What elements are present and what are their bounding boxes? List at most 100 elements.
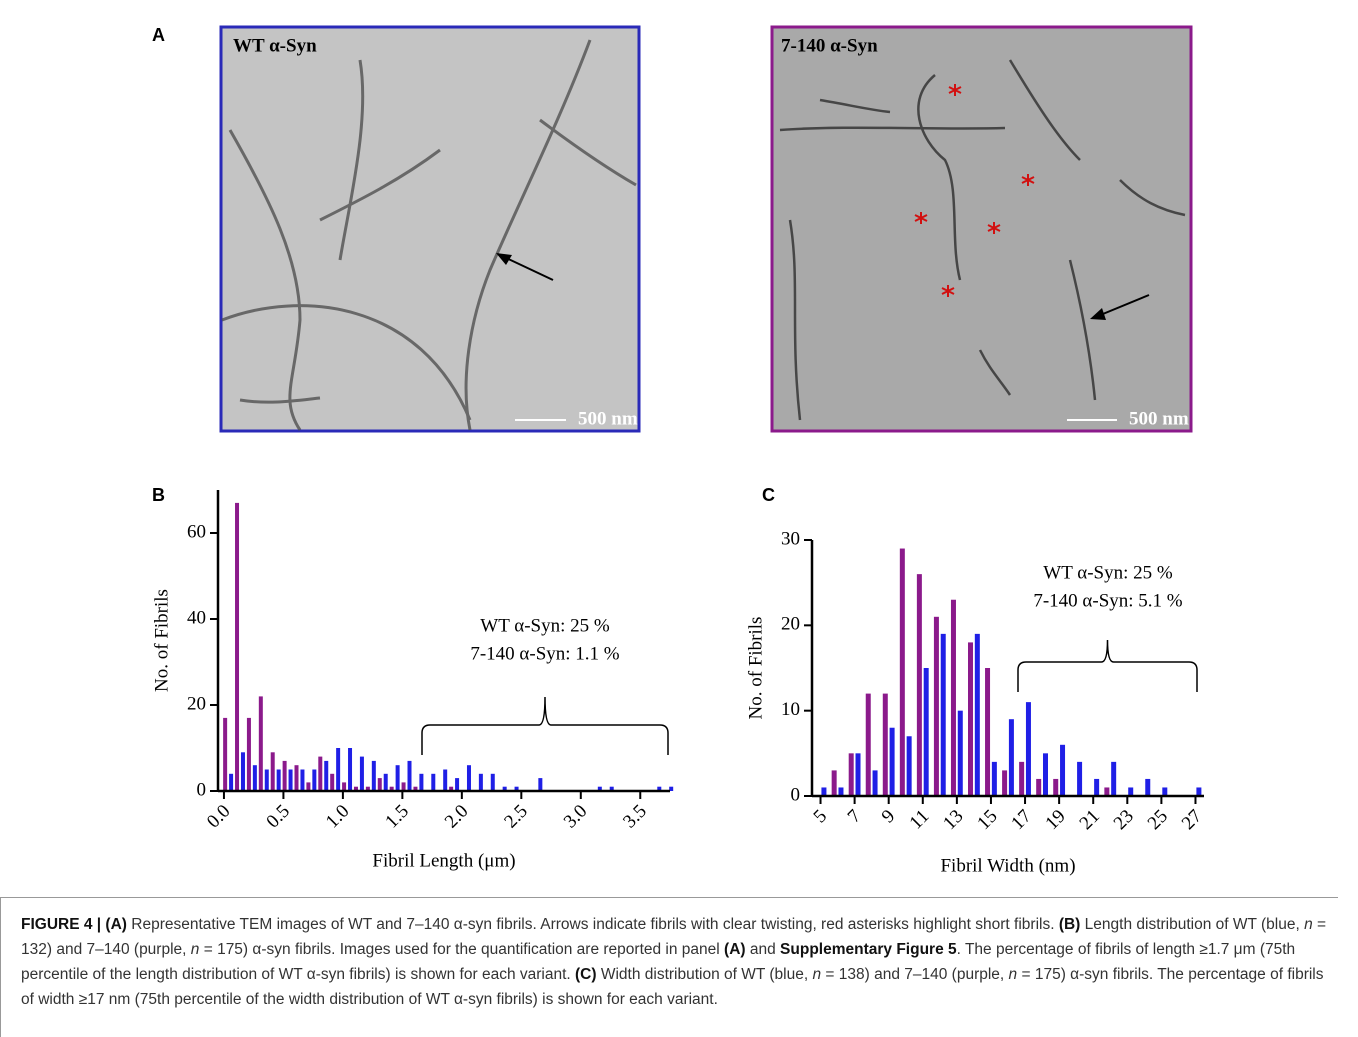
- annotation: WT α-Syn: 25 %: [1043, 562, 1173, 583]
- bar: [991, 761, 997, 796]
- bar: [855, 753, 861, 796]
- x-tick-label: 25: [1144, 806, 1172, 834]
- bar: [933, 616, 939, 796]
- caption-text: = 132) and 7–140 (purple,: [21, 916, 1327, 958]
- bar: [1036, 778, 1042, 796]
- x-tick-label: 7: [844, 806, 866, 828]
- bar: [466, 765, 471, 791]
- bar: [371, 760, 376, 791]
- bar: [1008, 719, 1014, 796]
- caption-text: = 138) and 7–140 (purple,: [821, 966, 1009, 983]
- bar: [657, 786, 662, 791]
- brace: [421, 696, 669, 755]
- bar: [377, 778, 382, 791]
- bar: [872, 770, 878, 796]
- bar: [443, 769, 448, 791]
- bar: [246, 717, 251, 791]
- caption-text: (C): [575, 966, 597, 983]
- bar: [312, 769, 317, 791]
- y-axis-title: No. of Fibrils: [151, 589, 172, 692]
- bar: [1111, 761, 1117, 796]
- bar: [906, 736, 912, 796]
- bar: [490, 773, 495, 791]
- bar: [1053, 778, 1059, 796]
- caption-text: n: [1008, 966, 1018, 983]
- bar: [1060, 744, 1066, 796]
- figure: A B C WT α-Syn 500 nm 7-140 α-Syn 500 nm…: [151, 25, 1206, 877]
- bar: [1019, 761, 1025, 796]
- bar: [455, 778, 460, 791]
- y-tick-label: 0: [197, 779, 207, 800]
- bar: [407, 760, 412, 791]
- bar: [1042, 753, 1048, 796]
- x-tick-label: 21: [1076, 806, 1104, 834]
- bar: [240, 752, 245, 791]
- caption-text: (A): [724, 941, 746, 958]
- bar: [383, 773, 388, 791]
- bar: [413, 786, 418, 791]
- x-tick-label: 0.0: [203, 801, 235, 833]
- bar: [306, 782, 311, 791]
- bar: [669, 786, 674, 791]
- bar: [940, 633, 946, 796]
- x-tick-label: 23: [1110, 806, 1138, 834]
- x-tick-label: 2.0: [441, 801, 473, 833]
- annotation: WT α-Syn: 25 %: [480, 615, 610, 636]
- caption-text: = 175) α-syn fibrils. The percentage of …: [21, 966, 1324, 1008]
- bar: [288, 769, 293, 791]
- bar: [968, 642, 974, 796]
- caption-text: = 175) α-syn fibrils. Images used for th…: [199, 941, 725, 958]
- x-tick-label: 13: [939, 806, 967, 834]
- caption-text: . The percentage of fibrils of length ≥1…: [21, 941, 1296, 983]
- bar: [1145, 778, 1151, 796]
- bar: [401, 782, 406, 791]
- x-tick-label: 0.5: [262, 801, 294, 833]
- x-tick-label: 3.5: [619, 801, 651, 833]
- image-title: 7-140 α-Syn: [781, 35, 878, 56]
- bar: [282, 760, 287, 791]
- annotation: 7-140 α-Syn: 5.1 %: [1033, 590, 1182, 611]
- bar: [848, 753, 854, 796]
- bar: [923, 668, 929, 796]
- bar: [865, 693, 871, 796]
- bar: [359, 756, 364, 791]
- bar: [1077, 761, 1083, 796]
- bar: [1128, 787, 1134, 796]
- y-tick-label: 20: [187, 693, 206, 714]
- x-tick-label: 1.0: [322, 801, 354, 833]
- bar: [300, 769, 305, 791]
- y-tick-label: 0: [791, 784, 801, 805]
- bar: [1002, 770, 1008, 796]
- bar: [899, 548, 905, 796]
- scale-bar-label: 500 nm: [578, 408, 638, 429]
- bar: [389, 786, 394, 791]
- bar: [223, 717, 228, 791]
- bar: [950, 599, 956, 796]
- bar: [365, 786, 370, 791]
- bar: [514, 786, 519, 791]
- bar: [478, 773, 483, 791]
- x-tick-label: 3.0: [560, 801, 592, 833]
- x-tick-label: 27: [1178, 806, 1206, 834]
- caption-text: and: [745, 941, 781, 958]
- scale-bar-label: 500 nm: [1129, 408, 1189, 429]
- bar: [229, 773, 234, 791]
- y-tick-label: 20: [781, 614, 800, 635]
- bar: [985, 668, 991, 796]
- bar: [276, 769, 281, 791]
- caption-text: Supplementary Figure 5: [780, 941, 957, 958]
- bar: [353, 786, 358, 791]
- bar: [235, 502, 240, 791]
- panel-label: B: [152, 485, 165, 505]
- x-tick-label: 15: [973, 806, 1001, 834]
- tem-image: WT α-Syn 500 nm: [219, 25, 641, 433]
- bar: [431, 773, 436, 791]
- bar: [252, 765, 257, 791]
- x-axis-title: Fibril Length (μm): [372, 850, 515, 871]
- caption-text: FIGURE 4 | (A): [21, 916, 127, 933]
- figure-caption: FIGURE 4 | (A) Representative TEM images…: [0, 897, 1338, 1037]
- y-tick-label: 30: [781, 528, 800, 549]
- y-tick-label: 60: [187, 521, 206, 542]
- bar: [821, 787, 827, 796]
